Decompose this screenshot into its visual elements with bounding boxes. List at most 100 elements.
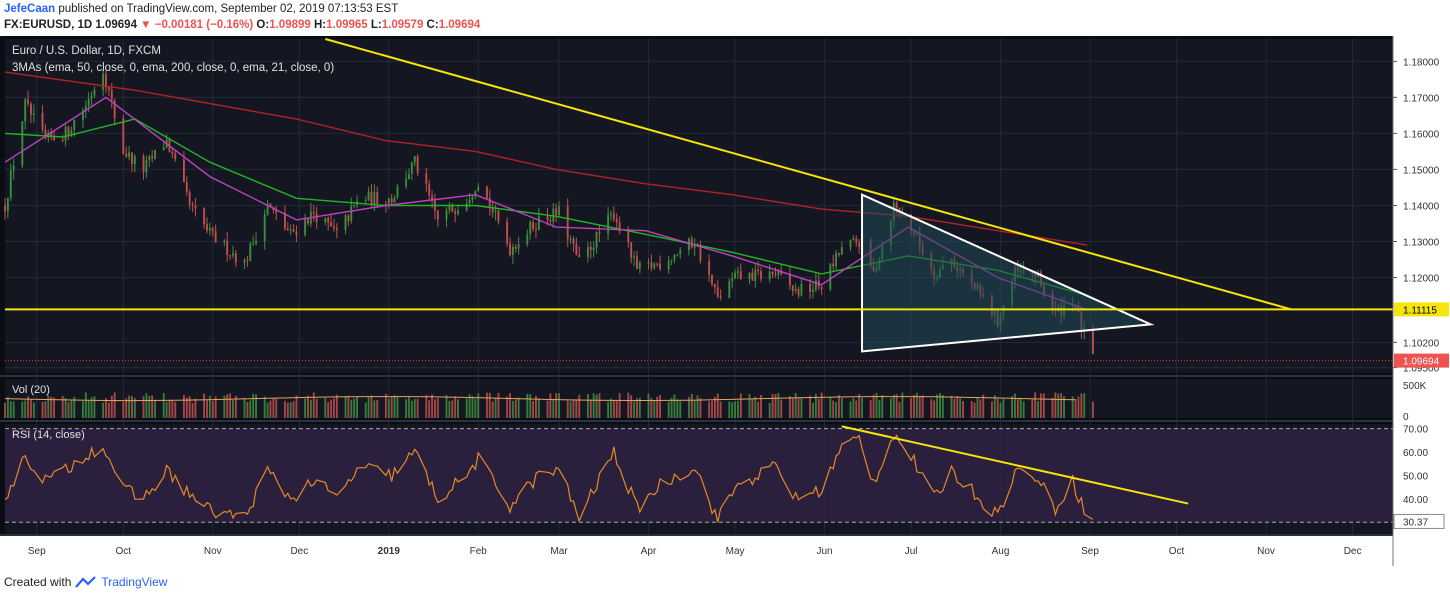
candle-body	[535, 229, 537, 231]
volume-bar	[206, 400, 208, 418]
volume-bar	[61, 395, 64, 418]
candle-body	[532, 221, 535, 230]
volume-bar	[125, 398, 128, 418]
candle-body	[223, 240, 226, 243]
publish-text: published on TradingView.com, September …	[58, 3, 399, 15]
volume-label: Vol (20)	[12, 384, 50, 396]
candle-body	[113, 99, 116, 119]
volume-bar	[575, 400, 578, 418]
volume-bar	[408, 397, 410, 418]
candle-body	[185, 182, 188, 192]
volume-bar	[266, 402, 269, 418]
candle-body	[367, 191, 370, 201]
volume-bar	[67, 402, 70, 418]
candle-body	[858, 242, 861, 247]
volume-bar	[754, 396, 757, 418]
volume-bar	[760, 394, 762, 418]
candle-body	[809, 283, 812, 292]
candle-body	[474, 190, 477, 197]
candle-body	[269, 203, 272, 208]
volume-bar	[107, 402, 110, 418]
price-tick-label: 1.09500	[1403, 364, 1440, 375]
volume-bar	[610, 398, 612, 418]
volume-bar	[367, 396, 370, 418]
candle-body	[454, 211, 457, 214]
volume-bar	[376, 399, 379, 418]
volume-bar	[32, 402, 35, 418]
chart-title: Euro / U.S. Dollar, 1D, FXCM	[12, 45, 161, 57]
volume-bar	[292, 401, 295, 418]
chart-canvas[interactable]: 1.18000 1.17000 1.16000 1.15000 1.14000 1.130…	[0, 36, 1450, 566]
price-pane	[5, 39, 1393, 373]
volume-bar	[171, 399, 174, 418]
open-value: 1.09899	[269, 19, 311, 31]
candle-body	[67, 127, 70, 136]
candle-body	[693, 245, 696, 248]
volume-bar	[509, 393, 511, 418]
time-tick-label: Jul	[905, 546, 918, 557]
rsi-tick-label: 70.00	[1403, 425, 1428, 436]
triangle-wedge	[861, 193, 1155, 353]
volume-bar	[154, 399, 156, 418]
volume-bar	[618, 393, 621, 418]
tradingview-brand[interactable]: TradingView	[101, 575, 168, 589]
rsi-tick-label: 40.00	[1403, 495, 1428, 506]
volume-bar	[693, 400, 696, 418]
candle-body	[737, 271, 739, 273]
volume-bar	[858, 394, 861, 418]
candle-body	[431, 195, 434, 200]
candle-body	[485, 186, 488, 199]
volume-bar	[208, 395, 211, 418]
candle-body	[511, 246, 514, 256]
volume-bar	[122, 401, 125, 418]
candle-body	[73, 119, 76, 131]
candle-body	[751, 272, 754, 281]
volume-bar	[405, 399, 408, 418]
candle-body	[566, 206, 569, 239]
candle-body	[852, 238, 855, 240]
candle-body	[586, 246, 589, 258]
volume-bar	[255, 394, 257, 418]
volume-bar	[950, 395, 953, 418]
time-tick-label: Sep	[28, 546, 46, 557]
price-tick-label: 1.12000	[1403, 274, 1440, 285]
volume-bar	[162, 393, 165, 418]
volume-bar	[347, 395, 350, 418]
candle-body	[125, 153, 128, 158]
time-tick-label: Sep	[1081, 546, 1099, 557]
volume-bar	[131, 395, 133, 418]
candle-body	[211, 228, 214, 232]
author-name[interactable]: JefeCaan	[4, 3, 56, 15]
volume-bar	[901, 392, 904, 418]
volume-bar	[1019, 397, 1022, 418]
volume-bar	[226, 394, 229, 418]
candle-body	[50, 132, 53, 138]
volume-bar	[716, 393, 719, 418]
volume-bar	[353, 398, 356, 418]
candle-body	[849, 239, 852, 248]
candle-body	[133, 156, 136, 165]
candle-body	[578, 254, 581, 258]
candle-body	[252, 243, 255, 245]
volume-bar	[696, 395, 699, 418]
volume-bar	[1016, 399, 1019, 418]
volume-bar	[491, 401, 494, 418]
volume-bar	[214, 396, 217, 418]
volume-bar	[194, 398, 197, 418]
candle-body	[289, 229, 292, 231]
rsi-label: RSI (14, close)	[12, 429, 85, 441]
volume-bar	[506, 396, 509, 418]
time-tick-label: Oct	[1169, 546, 1185, 557]
volume-bar	[185, 397, 188, 418]
price-tick-label: 1.17000	[1403, 93, 1440, 104]
volume-bar	[81, 401, 84, 418]
candle-body	[716, 287, 719, 297]
volume-bar	[653, 399, 656, 418]
candle-body	[263, 214, 266, 242]
volume-bar	[809, 395, 812, 418]
volume-bar	[174, 401, 177, 418]
volume-bar	[436, 398, 439, 418]
volume-bar	[592, 393, 595, 418]
volume-bar	[168, 400, 171, 418]
volume-bar	[1002, 399, 1005, 418]
